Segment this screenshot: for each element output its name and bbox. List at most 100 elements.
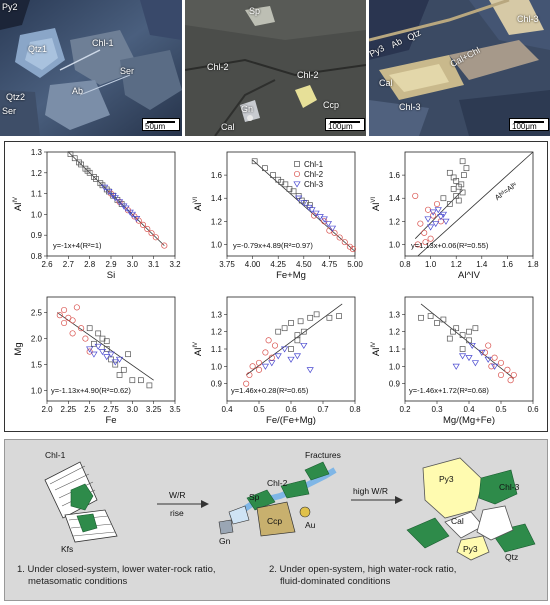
y-tick-label: 1.2: [211, 217, 223, 226]
x-tick-label: 3.5: [169, 405, 181, 414]
data-point-chl3: [122, 205, 130, 212]
regression-equation: y=1.46x+0.28(R²=0.65): [231, 386, 309, 395]
x-axis-label: Si: [107, 270, 115, 281]
data-point-chl3: [465, 355, 473, 362]
data-point-chl1: [326, 314, 333, 321]
y-tick-label: 1.1: [31, 190, 43, 199]
data-point-chl2: [246, 371, 253, 379]
data-point-chl3: [126, 209, 134, 216]
x-tick-label: 0.8: [399, 260, 411, 269]
label-chl3-b: Chl-3: [399, 102, 421, 112]
data-point-chl1: [138, 377, 144, 384]
data-point-chl2: [78, 325, 85, 332]
label-ser-1: Ser: [120, 66, 135, 76]
data-point-chl1: [336, 313, 342, 319]
data-point-chl2: [346, 243, 353, 250]
data-point-chl1: [450, 328, 456, 335]
data-point-chl1: [453, 325, 460, 332]
data-point-chl2: [497, 371, 505, 379]
label-py2: Py2: [2, 2, 18, 12]
chl1-patch: [70, 483, 94, 511]
schematic-drawing: [44, 457, 536, 561]
y-tick-label: 1.4: [389, 194, 401, 203]
data-point-chl1: [455, 197, 462, 204]
y-tick-label: 1.6: [389, 171, 401, 180]
arrow2-label: high W/R: [353, 486, 388, 496]
data-point-chl1: [129, 377, 136, 384]
x-axis-label: Fe+Mg: [276, 270, 306, 281]
x-tick-label: 0.2: [399, 405, 411, 414]
scale-bar-a: 50μm: [142, 118, 180, 131]
data-point-chl1: [275, 328, 282, 335]
x-tick-label: 1.8: [527, 260, 539, 269]
data-point-chl3: [312, 210, 320, 217]
data-point-chl3: [111, 195, 119, 202]
caption-closed-system: 1. Under closed-system, lower water-rock…: [17, 564, 216, 587]
data-point-chl1: [459, 346, 466, 352]
data-point-chl1: [282, 181, 289, 188]
label-sp: Sp: [249, 6, 261, 16]
data-point-chl3: [109, 193, 117, 200]
x-tick-label: 5.00: [347, 260, 363, 269]
data-point-chl3: [471, 360, 480, 367]
data-point-chl3: [94, 343, 102, 350]
regression-equation: y=-1x+4(R²=1): [53, 241, 102, 250]
data-point-chl1: [103, 346, 110, 352]
x-tick-label: 0.5: [253, 405, 265, 414]
y-tick-label: 0.9: [31, 231, 43, 240]
data-point-chl3: [98, 349, 107, 356]
label-ccp: Ccp: [267, 516, 283, 526]
data-point-chl1: [116, 372, 123, 378]
x-axis-label: Fe/(Fe+Mg): [266, 415, 316, 426]
y-tick-label: 1.2: [389, 328, 401, 337]
label-chl2-a: Chl-2: [207, 62, 229, 72]
data-point-chl1: [91, 174, 97, 180]
x-tick-label: 2.7: [63, 260, 75, 269]
y-tick-label: 1.3: [211, 310, 223, 319]
data-point-chl1: [453, 178, 460, 184]
data-point-chl3: [120, 203, 128, 210]
data-point-chl1: [434, 320, 440, 326]
label-qtz1: Qtz1: [28, 44, 48, 54]
y-axis-label: AlVI: [371, 197, 382, 211]
data-point-chl3: [432, 221, 440, 228]
y-tick-label: 1.0: [211, 240, 223, 249]
data-point-chl2: [249, 363, 256, 370]
scale-bar-b: 100μm: [325, 118, 365, 131]
data-point-chl2: [255, 366, 263, 373]
data-point-chl3: [320, 216, 328, 223]
data-point-chl1: [84, 167, 91, 174]
data-point-chl1: [146, 382, 153, 389]
data-point-chl2: [421, 229, 428, 236]
photo-a-image: [0, 0, 182, 136]
x-tick-label: 0.3: [431, 405, 443, 414]
label-ab: Ab: [72, 86, 84, 96]
data-point-chl1: [446, 201, 453, 207]
x-tick-label: 0.8: [349, 405, 361, 414]
y-axis-label: AlIV: [13, 197, 24, 211]
data-point-chl2: [255, 359, 263, 366]
data-point-chl1: [427, 313, 434, 319]
data-point-chl3: [468, 342, 476, 350]
y-tick-label: 1.6: [211, 171, 223, 180]
legend-marker-chl2: [293, 170, 301, 178]
data-point-chl3: [111, 359, 119, 366]
data-point-chl1: [472, 325, 479, 332]
data-point-chl2: [56, 312, 63, 319]
x-tick-label: 2.9: [105, 260, 117, 269]
y-tick-label: 1.2: [389, 217, 401, 226]
kfs-grain: [44, 461, 118, 543]
photo-b-image: [185, 0, 366, 136]
data-point-chl1: [270, 172, 276, 178]
data-point-chl3: [128, 211, 136, 218]
data-point-chl1: [453, 193, 460, 199]
data-point-chl3: [268, 360, 276, 367]
data-point-chl3: [324, 221, 332, 228]
y-tick-label: 0.8: [31, 252, 43, 261]
label-py3-b: Py3: [463, 544, 478, 554]
legend-label: Chl-1: [304, 160, 324, 169]
data-point-chl2: [497, 359, 505, 366]
data-point-chl1: [459, 189, 466, 196]
regression-equation: y=-1.13x+4.90(R²=0.62): [51, 386, 131, 395]
data-point-chl1: [288, 320, 294, 326]
